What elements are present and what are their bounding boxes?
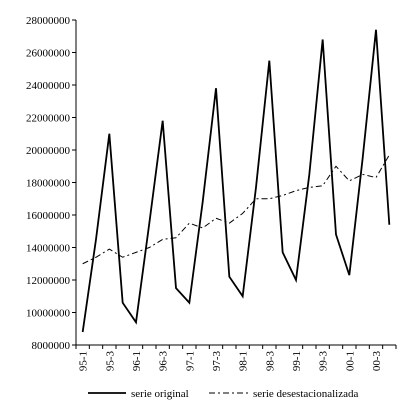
x-tick-label: 00-1 [344,351,356,371]
x-tick-label: 99-3 [318,351,330,372]
y-axis-ticks: 8000000 10000000 12000000 14000000 16000000 1… [26,15,76,352]
x-tick-label: 98-1 [238,351,250,371]
series-line-desestacionalizada [82,154,390,265]
x-axis-ticks: 95-1 95-3 96-1 96-3 97-1 97-3 98-1 98-3 99-1 99-3… [75,345,397,372]
x-tick-label: 95-1 [78,351,90,371]
y-tick-label: 12000000 [26,275,71,287]
y-tick-label: 20000000 [26,145,71,157]
legend: serie original serie desestacionalizada [88,388,358,400]
y-tick-label: 8000000 [32,340,71,352]
x-tick-label: 95-3 [104,351,116,372]
x-tick-label: 00-3 [371,351,383,372]
x-tick-label: 99-1 [291,351,303,371]
y-tick-label: 14000000 [26,243,71,255]
y-tick-label: 16000000 [26,210,71,222]
y-tick-label: 24000000 [26,80,71,92]
legend-label: serie desestacionalizada [253,388,358,400]
y-tick-label: 26000000 [26,48,71,60]
x-tick-label: 98-3 [264,351,276,372]
y-tick-label: 10000000 [26,308,71,320]
series-layer [81,29,391,333]
y-tick-label: 22000000 [26,113,71,125]
series-line-original [81,29,391,333]
legend-label: serie original [131,388,189,400]
y-tick-label: 28000000 [26,15,71,27]
y-tick-label: 18000000 [26,178,71,190]
x-tick-label: 96-1 [131,351,143,371]
plot-area [75,20,396,346]
x-tick-label: 96-3 [158,351,170,372]
x-tick-label: 97-3 [211,351,223,372]
x-tick-label: 97-1 [184,351,196,371]
